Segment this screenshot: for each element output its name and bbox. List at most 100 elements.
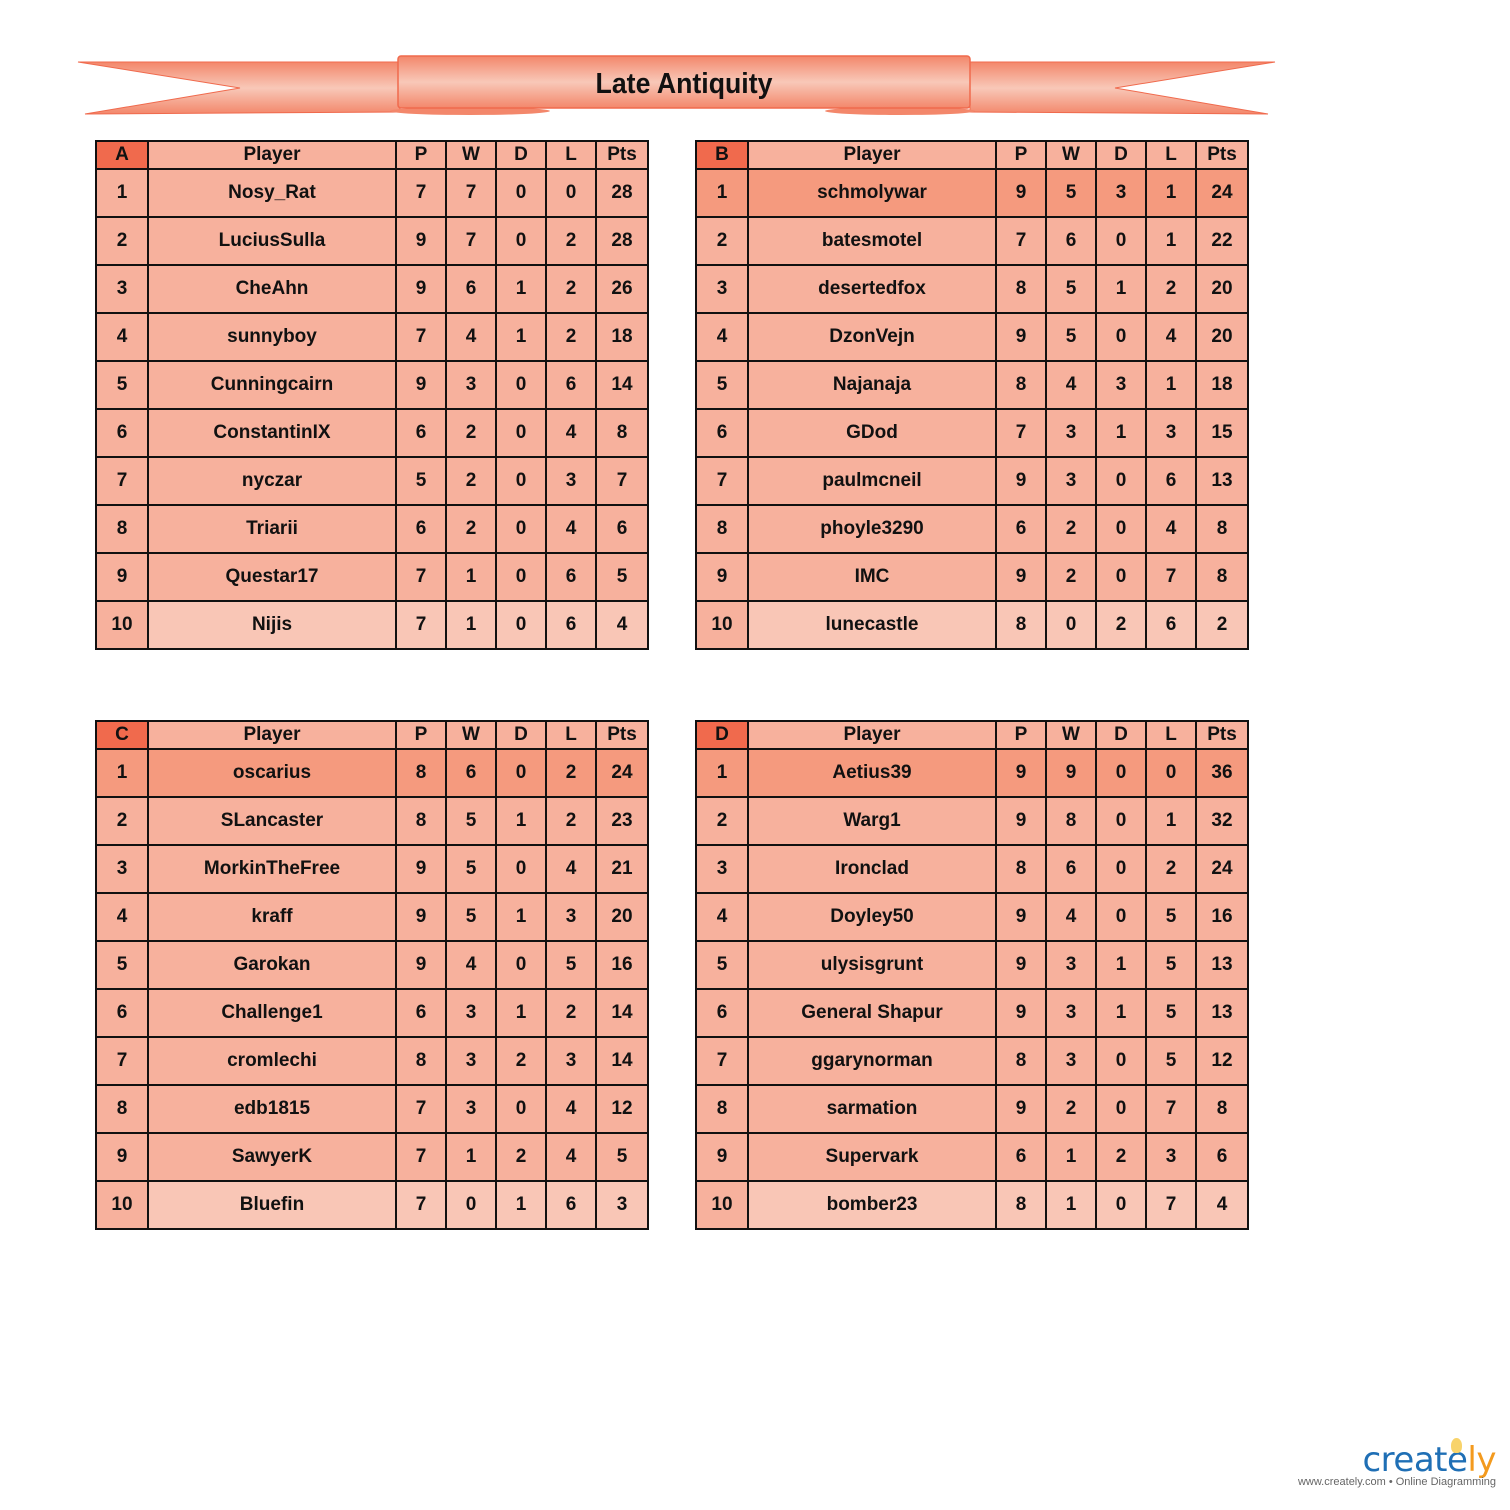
won-cell: 4 [1045,892,1097,942]
lost-cell: 4 [545,504,597,554]
played-cell: 9 [995,796,1047,846]
rank-cell: 8 [95,1084,149,1134]
drawn-cell: 1 [495,1180,547,1230]
played-cell: 6 [395,408,447,458]
won-cell: 1 [445,600,497,650]
played-cell: 7 [395,1180,447,1230]
played-cell: 8 [995,264,1047,314]
won-cell: 6 [445,748,497,798]
header-row: C Player P W D L Pts [95,720,649,750]
drawn-cell: 0 [495,600,547,650]
player-name-cell: Cunningcairn [147,360,397,410]
rank-cell: 4 [95,892,149,942]
lost-cell: 6 [1145,600,1197,650]
table-row: 6 ConstantinIX 6 2 0 4 8 [95,408,649,458]
drawn-cell: 0 [1095,1180,1147,1230]
points-cell: 15 [1195,408,1249,458]
column-header: P [395,720,447,750]
won-cell: 2 [445,408,497,458]
lost-cell: 3 [1145,1132,1197,1182]
player-name-cell: schmolywar [747,168,997,218]
played-cell: 9 [995,748,1047,798]
player-name-cell: SLancaster [147,796,397,846]
won-cell: 0 [445,1180,497,1230]
played-cell: 7 [395,168,447,218]
column-header: L [545,140,597,170]
drawn-cell: 0 [1095,796,1147,846]
drawn-cell: 3 [1095,168,1147,218]
lost-cell: 2 [545,988,597,1038]
lost-cell: 1 [1145,216,1197,266]
column-header: Player [147,140,397,170]
won-cell: 5 [1045,312,1097,362]
points-cell: 20 [1195,264,1249,314]
lost-cell: 4 [1145,504,1197,554]
won-cell: 5 [1045,168,1097,218]
won-cell: 1 [445,552,497,602]
points-cell: 21 [595,844,649,894]
played-cell: 6 [995,504,1047,554]
lost-cell: 2 [545,216,597,266]
player-name-cell: IMC [747,552,997,602]
table-row: 1 schmolywar 9 5 3 1 24 [695,168,1249,218]
column-header: W [1045,140,1097,170]
column-header: P [995,140,1047,170]
drawn-cell: 0 [495,360,547,410]
won-cell: 8 [1045,796,1097,846]
table-row: 7 paulmcneil 9 3 0 6 13 [695,456,1249,506]
table-row: 5 Najanaja 8 4 3 1 18 [695,360,1249,410]
rank-cell: 7 [695,456,749,506]
played-cell: 9 [995,552,1047,602]
points-cell: 5 [595,552,649,602]
drawn-cell: 0 [1095,1084,1147,1134]
points-cell: 20 [1195,312,1249,362]
column-header: Pts [595,140,649,170]
points-cell: 14 [595,1036,649,1086]
table-row: 4 DzonVejn 9 5 0 4 20 [695,312,1249,362]
table-row: 7 ggarynorman 8 3 0 5 12 [695,1036,1249,1086]
player-name-cell: kraff [147,892,397,942]
player-name-cell: LuciusSulla [147,216,397,266]
points-cell: 18 [595,312,649,362]
won-cell: 6 [445,264,497,314]
points-cell: 8 [1195,504,1249,554]
lost-cell: 1 [1145,796,1197,846]
points-cell: 14 [595,988,649,1038]
table-row: 3 Ironclad 8 6 0 2 24 [695,844,1249,894]
lost-cell: 6 [545,1180,597,1230]
lost-cell: 4 [545,1084,597,1134]
column-header: Pts [1195,720,1249,750]
player-name-cell: sunnyboy [147,312,397,362]
played-cell: 9 [395,360,447,410]
rank-cell: 7 [95,456,149,506]
player-name-cell: GDod [747,408,997,458]
points-cell: 24 [1195,168,1249,218]
table-row: 8 edb1815 7 3 0 4 12 [95,1084,649,1134]
points-cell: 32 [1195,796,1249,846]
points-cell: 8 [595,408,649,458]
drawn-cell: 2 [1095,600,1147,650]
lost-cell: 4 [545,408,597,458]
points-cell: 23 [595,796,649,846]
won-cell: 2 [445,456,497,506]
player-name-cell: desertedfox [747,264,997,314]
rank-cell: 10 [95,1180,149,1230]
table-row: 9 Questar17 7 1 0 6 5 [95,552,649,602]
player-name-cell: Questar17 [147,552,397,602]
points-cell: 22 [1195,216,1249,266]
lost-cell: 7 [1145,1084,1197,1134]
won-cell: 2 [1045,552,1097,602]
player-name-cell: oscarius [147,748,397,798]
played-cell: 9 [395,892,447,942]
tagline: www.creately.com • Online Diagramming [1297,1476,1496,1488]
points-cell: 18 [1195,360,1249,410]
lost-cell: 0 [545,168,597,218]
player-name-cell: ggarynorman [747,1036,997,1086]
player-name-cell: batesmotel [747,216,997,266]
table-row: 4 sunnyboy 7 4 1 2 18 [95,312,649,362]
player-name-cell: CheAhn [147,264,397,314]
player-name-cell: Nijis [147,600,397,650]
points-cell: 24 [595,748,649,798]
rank-cell: 4 [95,312,149,362]
table-row: 2 LuciusSulla 9 7 0 2 28 [95,216,649,266]
